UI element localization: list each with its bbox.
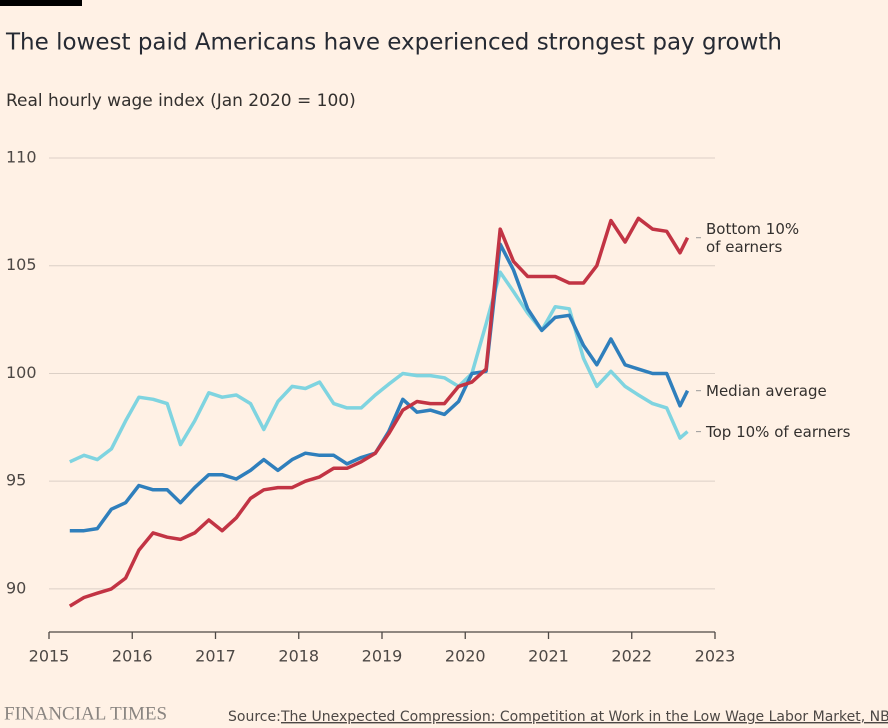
series-line <box>69 270 689 464</box>
x-tick-label: 2019 <box>362 647 403 666</box>
y-tick-label: 95 <box>6 471 26 490</box>
x-tick-label: 2017 <box>195 647 236 666</box>
series-label: Bottom 10% of earners <box>706 219 800 256</box>
brand: FINANCIAL TIMES <box>4 703 167 724</box>
x-tick-label: 2023 <box>695 647 736 666</box>
y-tick-label: 90 <box>6 578 26 597</box>
x-tick-label: 2018 <box>278 647 319 666</box>
x-tick-label: 2022 <box>611 647 652 666</box>
x-tick-label: 2016 <box>112 647 153 666</box>
ft-bar <box>0 0 82 6</box>
series-line <box>68 216 690 608</box>
chart-subtitle: Real hourly wage index (Jan 2020 = 100) <box>6 91 356 111</box>
y-tick-label: 110 <box>6 148 37 167</box>
x-tick-label: 2021 <box>528 647 569 666</box>
y-tick-label: 100 <box>6 363 37 382</box>
series-label: Median average <box>706 381 827 400</box>
x-tick-label: 2020 <box>445 647 486 666</box>
x-tick-label: 2015 <box>29 647 70 666</box>
source-link[interactable]: The Unexpected Compression: Competition … <box>280 709 888 725</box>
series-label: Top 10% of earners <box>706 422 851 441</box>
series-line <box>69 242 690 533</box>
chart-title: The lowest paid Americans have experienc… <box>5 30 782 56</box>
y-tick-label: 105 <box>6 255 37 274</box>
source-label: Source: <box>228 709 281 725</box>
